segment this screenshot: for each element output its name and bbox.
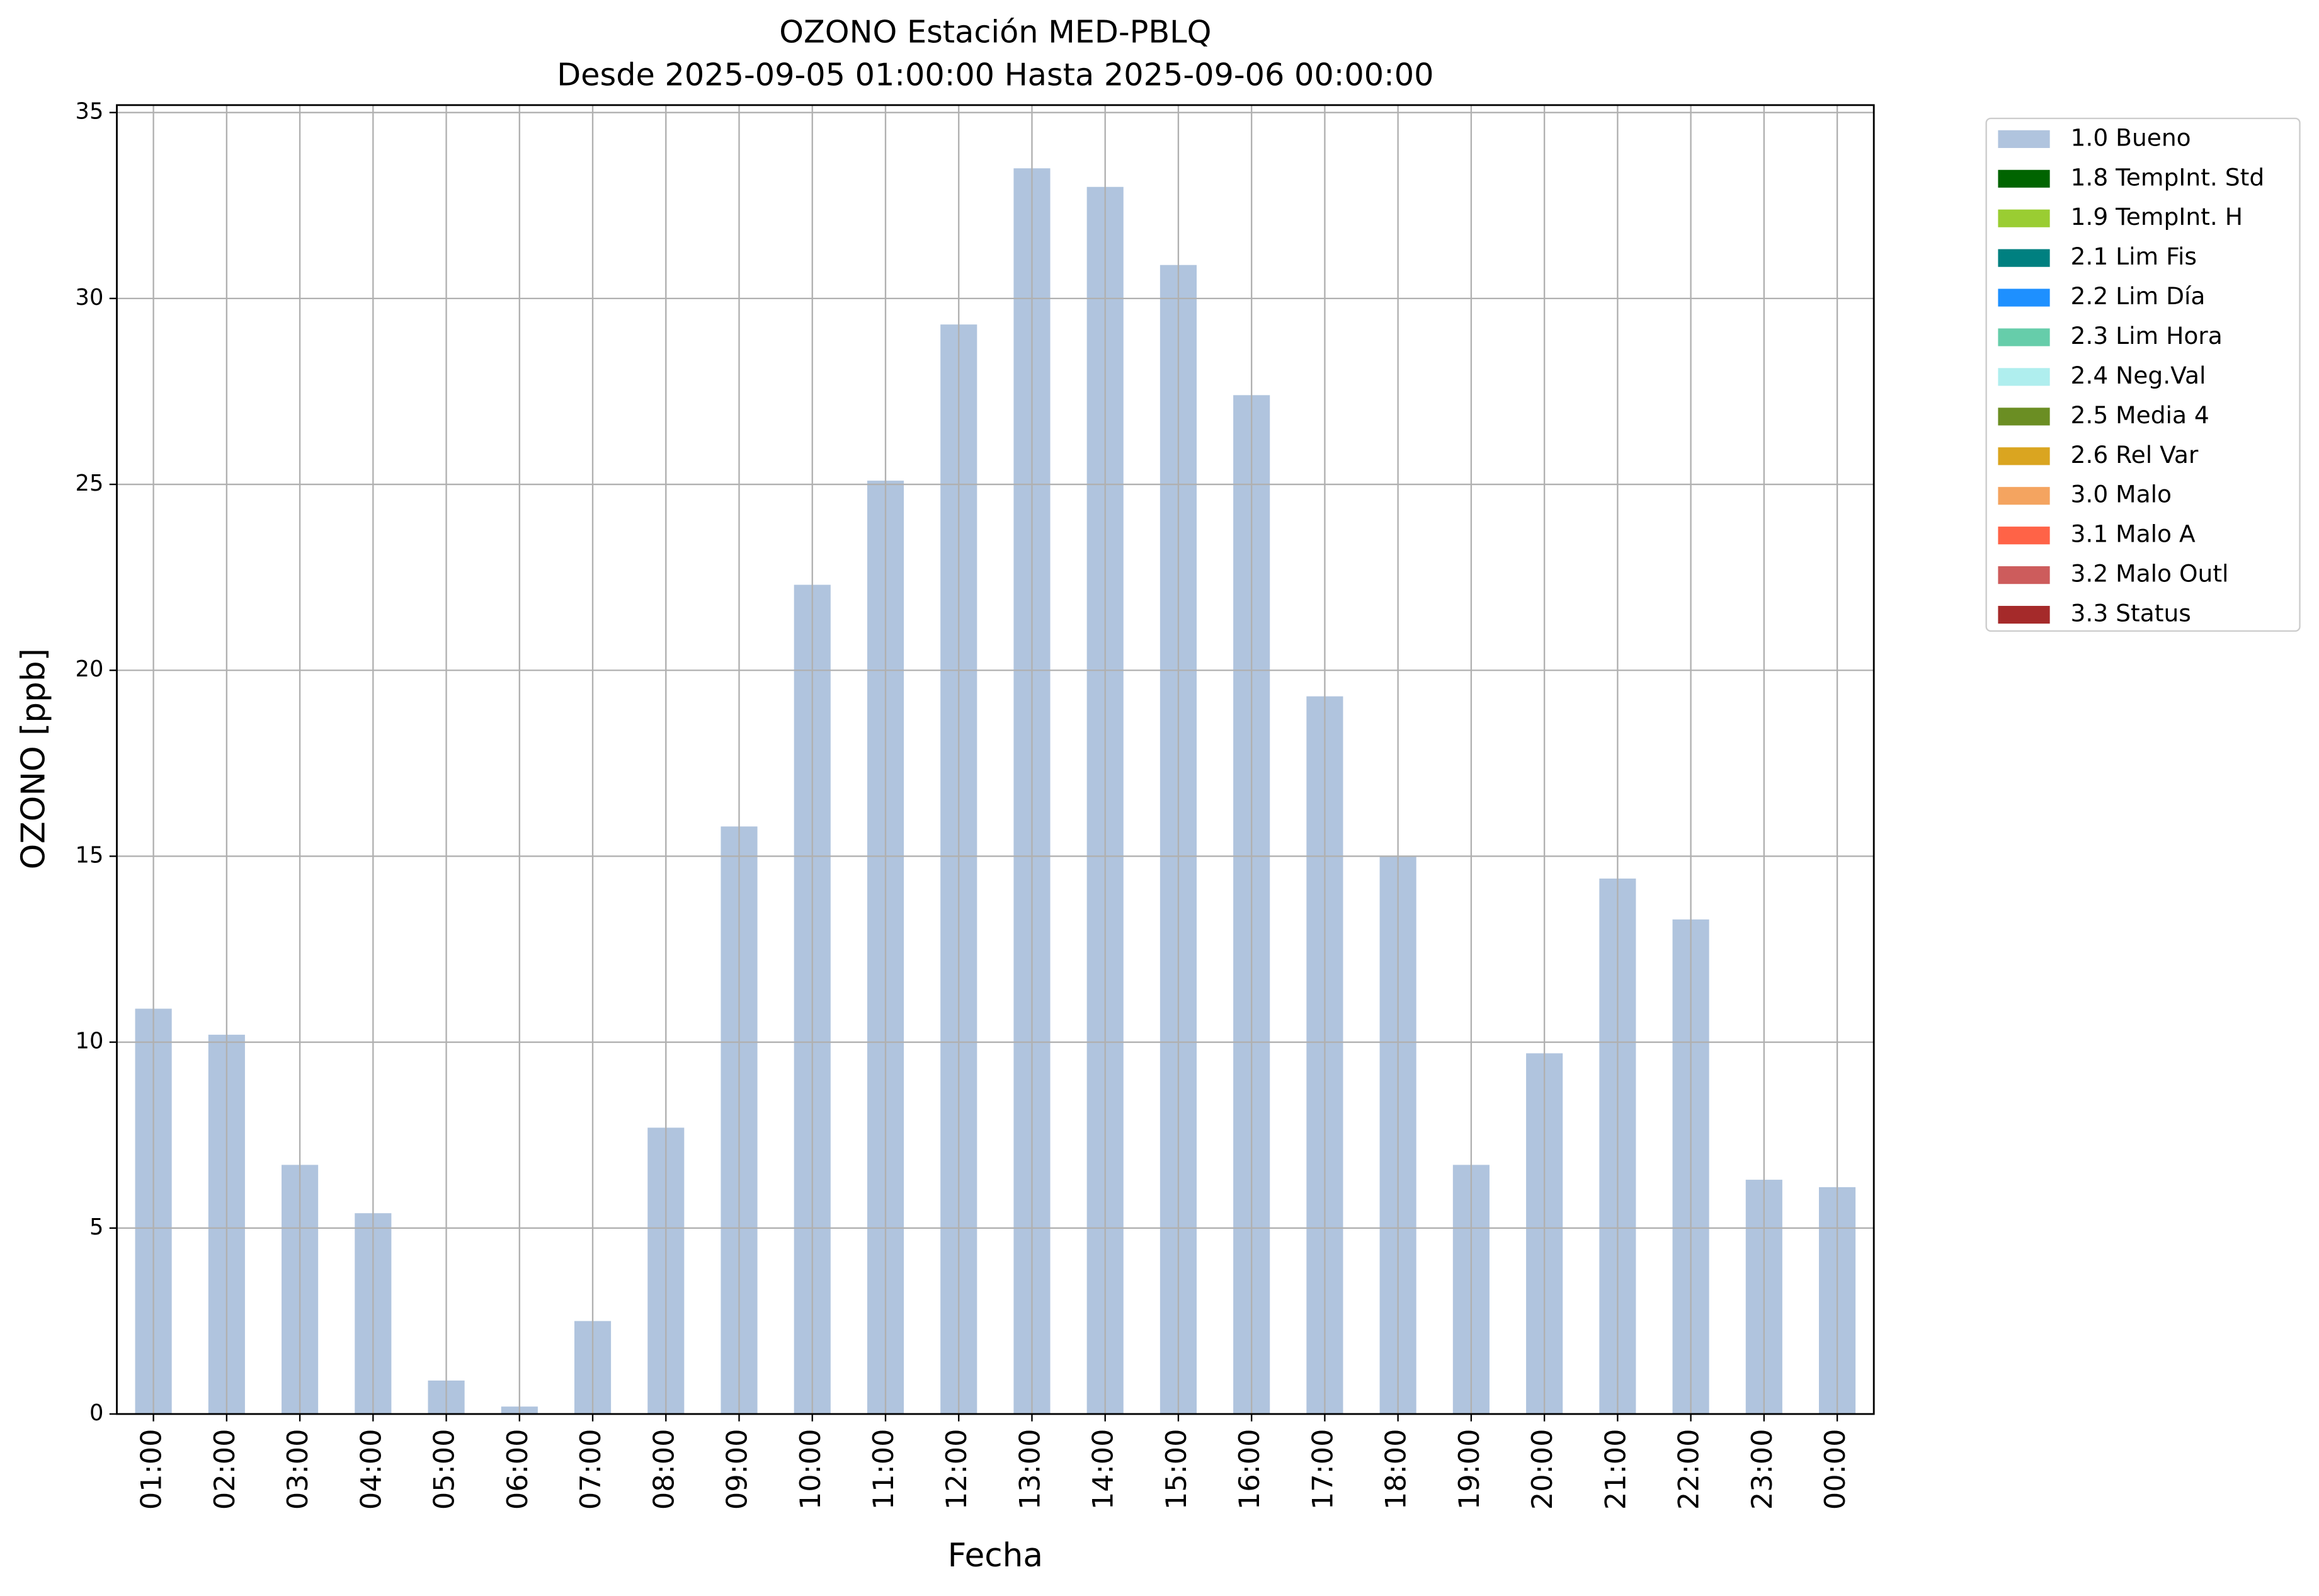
legend-label: 2.3 Lim Hora xyxy=(2071,322,2223,350)
y-tick-label: 35 xyxy=(76,99,104,125)
legend-swatch xyxy=(1998,527,2050,545)
x-tick-label: 09:00 xyxy=(721,1429,754,1510)
legend-swatch xyxy=(1998,605,2050,624)
x-tick-label: 08:00 xyxy=(647,1429,680,1510)
x-tick-label: 18:00 xyxy=(1380,1429,1413,1510)
legend-swatch xyxy=(1998,249,2050,267)
x-tick-label: 10:00 xyxy=(794,1429,827,1510)
legend-swatch xyxy=(1998,447,2050,465)
x-tick-label: 00:00 xyxy=(1819,1429,1852,1510)
x-axis-label: Fecha xyxy=(948,1537,1043,1575)
y-tick-label: 30 xyxy=(76,285,104,311)
legend-swatch xyxy=(1998,487,2050,505)
y-tick-label: 5 xyxy=(89,1214,103,1240)
legend-label: 2.6 Rel Var xyxy=(2071,441,2199,469)
x-tick-label: 07:00 xyxy=(574,1429,607,1510)
legend-swatch xyxy=(1998,368,2050,386)
legend-swatch xyxy=(1998,328,2050,346)
y-tick-label: 15 xyxy=(76,842,104,868)
x-tick-label: 02:00 xyxy=(208,1429,241,1510)
x-tick-label: 15:00 xyxy=(1160,1429,1193,1510)
x-tick-label: 23:00 xyxy=(1746,1429,1779,1510)
legend-label: 2.2 Lim Día xyxy=(2071,282,2206,310)
x-tick-label: 03:00 xyxy=(282,1429,314,1510)
chart-title: OZONO Estación MED-PBLQ xyxy=(779,14,1211,50)
legend-label: 3.1 Malo A xyxy=(2071,520,2196,548)
legend-label: 2.1 Lim Fis xyxy=(2071,242,2197,270)
x-tick-label: 14:00 xyxy=(1087,1429,1120,1510)
x-tick-label: 19:00 xyxy=(1453,1429,1486,1510)
y-tick-label: 20 xyxy=(76,656,104,682)
y-tick-label: 25 xyxy=(76,470,104,496)
legend-label: 1.8 TempInt. Std xyxy=(2071,163,2265,191)
legend-label: 1.0 Bueno xyxy=(2071,123,2191,151)
x-tick-label: 22:00 xyxy=(1673,1429,1706,1510)
x-tick-label: 11:00 xyxy=(867,1429,900,1510)
legend-label: 3.2 Malo Outl xyxy=(2071,560,2229,588)
legend-swatch xyxy=(1998,288,2050,307)
legend-swatch xyxy=(1998,169,2050,188)
y-tick-label: 10 xyxy=(76,1029,104,1054)
x-tick-label: 20:00 xyxy=(1526,1429,1559,1510)
x-tick-label: 05:00 xyxy=(428,1429,461,1510)
legend-box xyxy=(1985,117,2301,632)
legend-label: 2.4 Neg.Val xyxy=(2071,362,2206,389)
plot-frame xyxy=(116,104,1875,1415)
chart-subtitle: Desde 2025-09-05 01:00:00 Hasta 2025-09-… xyxy=(557,57,1433,93)
x-tick-label: 04:00 xyxy=(355,1429,387,1510)
legend-swatch xyxy=(1998,130,2050,148)
legend-label: 2.5 Media 4 xyxy=(2071,401,2209,429)
x-tick-label: 16:00 xyxy=(1233,1429,1266,1510)
x-tick-label: 01:00 xyxy=(135,1429,168,1510)
x-tick-label: 13:00 xyxy=(1013,1429,1046,1510)
legend-label: 3.3 Status xyxy=(2071,600,2191,627)
legend-swatch xyxy=(1998,566,2050,584)
legend-label: 3.0 Malo xyxy=(2071,481,2172,508)
legend-label: 1.9 TempInt. H xyxy=(2071,203,2243,231)
y-tick-label: 0 xyxy=(89,1400,103,1426)
legend-swatch xyxy=(1998,209,2050,227)
x-tick-label: 06:00 xyxy=(501,1429,534,1510)
x-tick-label: 12:00 xyxy=(940,1429,973,1510)
legend-swatch xyxy=(1998,408,2050,426)
x-tick-label: 21:00 xyxy=(1599,1429,1632,1510)
y-axis-label: OZONO [ppb] xyxy=(14,648,52,869)
x-tick-label: 17:00 xyxy=(1306,1429,1339,1510)
